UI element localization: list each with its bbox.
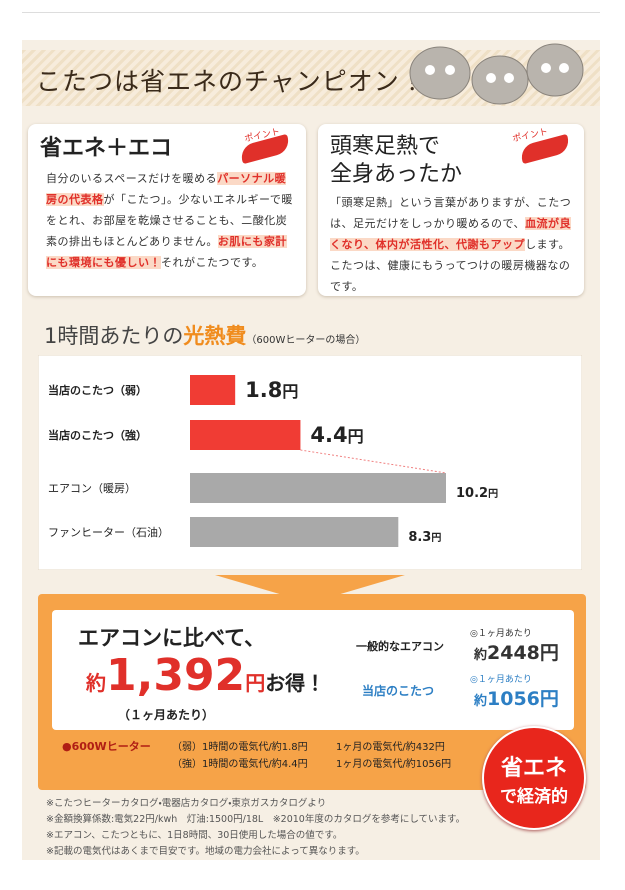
chart-title-highlight: 光熱費 (183, 324, 247, 348)
value-number: 10.2 (456, 486, 488, 501)
value-label: 10.2円 (456, 486, 498, 501)
value-unit: 円 (348, 427, 364, 446)
text: します。こたつは、健康にもうってつけの暖房機器なのです。 (330, 238, 571, 293)
note: ※金額換算係数:電気22円/kwh 灯油:1500円/18L ※2010年度のカ… (46, 814, 466, 825)
text: が「こたつ」。少ないエネルギーで暖をとれ、お部屋を乾燥させることも、二酸化炭素の… (46, 193, 293, 248)
card-heading: 全身あったか (330, 162, 463, 187)
compare-per: ◎１ヶ月あたり (470, 629, 532, 639)
amount: 1056円 (487, 688, 559, 710)
period: （１ヶ月あたり） (118, 708, 215, 722)
value-label: 1.8円 (245, 378, 298, 402)
spec-label: ●600Wヒーター (62, 740, 151, 753)
compare-amount: 約1056円 (474, 684, 559, 711)
value-label: 4.4円 (310, 423, 363, 447)
approx: 約 (86, 671, 106, 695)
note: ※記載の電気代はあくまで目安です。地域の電力会社によって異なります。 (46, 846, 365, 857)
top-rule (22, 12, 600, 13)
value-number: 4.4 (310, 423, 347, 447)
note: ※エアコン、こたつともに、1日8時間、30日使用した場合の値です。 (46, 830, 343, 841)
spec-cell: （弱）1時間の電気代/約1.8円 (172, 742, 308, 753)
eco-badge-line: で経済的 (500, 787, 568, 807)
eco-badge: 省エネ で経済的 (482, 726, 586, 830)
bar (190, 473, 446, 503)
value-unit: 円 (488, 488, 498, 500)
chart-subtitle: （600Wヒーターの場合） (246, 335, 366, 346)
note: ※こたつヒーターカタログ・電器店カタログ・東京ガスカタログより (46, 798, 327, 809)
card-heading: 省エネ＋エコ (40, 136, 173, 161)
category-label: 当店のこたつ（強） (48, 428, 147, 442)
compare-label: 一般的なエアコン (356, 640, 444, 653)
text: 自分のいるスペースだけを暖める (46, 172, 218, 185)
bar (190, 375, 236, 405)
header-title: こたつは省エネのチャンピオン！ (36, 67, 426, 96)
arrow (215, 575, 405, 603)
value-unit: 円 (282, 382, 298, 401)
bar (190, 517, 399, 547)
gain: お得！ (265, 671, 326, 695)
summary-main: 約1,392円お得！ (86, 650, 325, 701)
value-number: 8.3 (408, 530, 431, 545)
chart-title: 1時間あたりの (44, 324, 184, 348)
amount: 2448円 (487, 642, 559, 664)
bar (190, 420, 301, 450)
unit: 円 (245, 671, 266, 695)
card-body: 自分のいるスペースだけを暖めるパーソナル暖房の代表格が「こたつ」。少ないエネルギ… (46, 168, 296, 273)
category-label: ファンヒーター（石油） (48, 525, 169, 539)
saving-amount: 1,392 (106, 650, 246, 701)
connector (300, 449, 447, 474)
compare-per: ◎１ヶ月あたり (470, 675, 532, 685)
approx: 約 (474, 694, 488, 709)
card-heading: 頭寒足熱で (330, 134, 441, 159)
chart-heading: 1時間あたりの光熱費（600Wヒーターの場合） (44, 320, 365, 350)
value-unit: 円 (431, 532, 441, 544)
compare-amount: 約2448円 (474, 638, 559, 665)
category-label: 当店のこたつ（弱） (48, 383, 147, 397)
category-label: エアコン（暖房） (48, 482, 136, 495)
card-body: 「頭寒足熱」という言葉がありますが、こたつは、足元だけをしっかり暖めるので、血流… (330, 192, 576, 297)
summary-lead: エアコンに比べて、 (78, 626, 266, 650)
text: それがこたつです。 (161, 256, 264, 269)
cats-illustration (409, 43, 584, 105)
notes: ※こたつヒーターカタログ・電器店カタログ・東京ガスカタログより ※金額換算係数:… (46, 796, 465, 860)
summary-inner (52, 610, 574, 730)
spec-cell: 1ヶ月の電気代/約432円 (336, 742, 445, 753)
spec-cell: （強）1時間の電気代/約4.4円 (172, 759, 308, 770)
compare-label: 当店のこたつ (362, 684, 435, 698)
approx: 約 (474, 648, 488, 663)
value-number: 1.8 (245, 378, 282, 402)
spec-cell: 1ヶ月の電気代/約1056円 (336, 759, 452, 770)
eco-badge-line: 省エネ (500, 756, 567, 781)
value-label: 8.3円 (408, 530, 441, 545)
text: 「頭寒足熱」という言葉がありますが、こたつは、足元だけをしっかり暖めるので、 (330, 196, 572, 230)
